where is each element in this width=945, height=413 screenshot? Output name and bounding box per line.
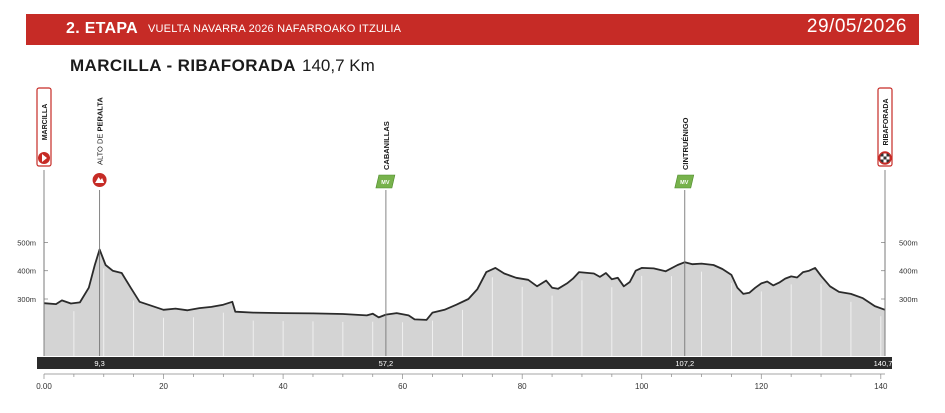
km-marker-label: 57,2 — [379, 359, 394, 368]
altitude-tick-label: 400m — [17, 267, 36, 276]
stage-number: 2. ETAPA — [66, 20, 139, 37]
finish-flag-icon — [878, 151, 892, 165]
sprint-badge-label: MV — [680, 180, 689, 186]
start-town-box — [36, 87, 52, 167]
distance-tick-label: 60 — [398, 382, 407, 391]
mountain-climb-icon — [92, 173, 107, 187]
km-marker-label: 140,7 — [874, 359, 893, 368]
sprint-town-label: CINTRUÉNIGO — [681, 117, 690, 170]
km-marker-label: 107,2 — [675, 359, 694, 368]
intermediate-sprint-icon: MV — [375, 174, 396, 189]
profile-line — [43, 248, 886, 321]
sprint-town-label: CABANILLAS — [382, 121, 391, 170]
sprint-badge-label: MV — [381, 180, 390, 186]
distance-tick-label: 20 — [159, 382, 168, 391]
start-town-label: MARCILLA — [42, 104, 49, 141]
climb-name: PERALTA — [96, 97, 105, 132]
distance-tick-label: 40 — [279, 382, 288, 391]
start-flag-icon — [38, 152, 50, 164]
km-bar — [37, 357, 892, 369]
profile-area — [44, 249, 885, 356]
km-marker-label: 9,3 — [94, 359, 104, 368]
climb-name-prefix: ALTO DE — [96, 132, 105, 165]
title-banner — [26, 14, 919, 45]
route-title: MARCILLA - RIBAFORADA — [70, 56, 296, 75]
intermediate-sprint-icon: MV — [674, 174, 695, 189]
distance-tick-label: 120 — [755, 382, 769, 391]
distance-tick-label: 140 — [874, 382, 888, 391]
climb-name-label: ALTO DE PERALTA — [96, 97, 105, 165]
distance-tick-label: 100 — [635, 382, 649, 391]
altitude-tick-label: 500m — [899, 238, 918, 247]
altitude-tick-label: 300m — [899, 295, 918, 304]
route-distance: 140,7 Km — [302, 56, 375, 75]
altitude-tick-label: 300m — [17, 295, 36, 304]
distance-tick-label: 80 — [518, 382, 527, 391]
event-name: VUELTA NAVARRA 2026 NAFARROAKO ITZULIA — [148, 23, 402, 35]
finish-town-label: RIBAFORADA — [883, 98, 890, 145]
finish-town-box — [877, 87, 893, 167]
altitude-tick-label: 400m — [899, 267, 918, 276]
stage-date: 29/05/2026 — [806, 16, 907, 37]
distance-tick-label: 0.00 — [36, 382, 52, 391]
altitude-tick-label: 500m — [17, 238, 36, 247]
